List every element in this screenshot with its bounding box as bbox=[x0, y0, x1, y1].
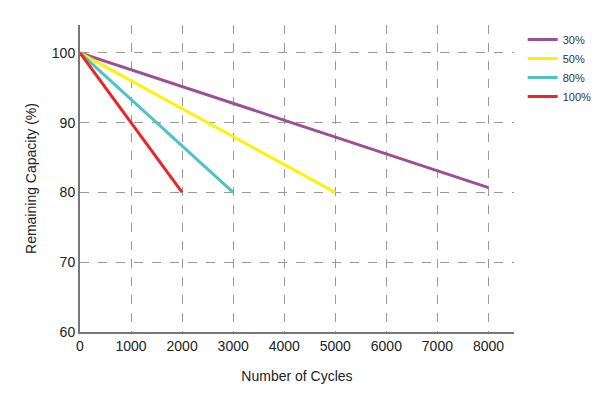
svg-text:30%: 30% bbox=[563, 34, 585, 46]
svg-text:Number of Cycles: Number of Cycles bbox=[241, 368, 352, 384]
svg-text:100: 100 bbox=[52, 45, 76, 61]
svg-text:Remaining Capacity (%): Remaining Capacity (%) bbox=[23, 103, 39, 254]
svg-text:90: 90 bbox=[60, 115, 76, 131]
svg-text:100%: 100% bbox=[563, 91, 591, 103]
svg-text:5000: 5000 bbox=[320, 338, 351, 354]
svg-text:70: 70 bbox=[60, 254, 76, 270]
svg-text:8000: 8000 bbox=[473, 338, 504, 354]
svg-text:1000: 1000 bbox=[115, 338, 146, 354]
svg-text:60: 60 bbox=[60, 324, 76, 340]
svg-text:50%: 50% bbox=[563, 53, 585, 65]
svg-text:3000: 3000 bbox=[218, 338, 249, 354]
svg-text:4000: 4000 bbox=[269, 338, 300, 354]
svg-text:80: 80 bbox=[60, 184, 76, 200]
svg-text:0: 0 bbox=[76, 338, 84, 354]
svg-text:7000: 7000 bbox=[422, 338, 453, 354]
svg-text:2000: 2000 bbox=[167, 338, 198, 354]
svg-text:6000: 6000 bbox=[371, 338, 402, 354]
svg-text:80%: 80% bbox=[563, 72, 585, 84]
